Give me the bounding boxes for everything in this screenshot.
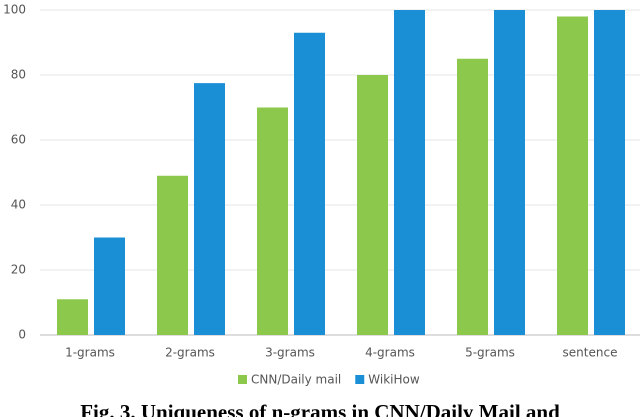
x-tick-label: 5-grams	[465, 346, 515, 360]
bar	[394, 10, 425, 335]
bar	[494, 10, 525, 335]
bar	[557, 16, 588, 335]
x-tick-label: 3-grams	[265, 346, 315, 360]
legend-label: WikiHow	[368, 373, 420, 387]
y-tick-label: 0	[18, 328, 26, 342]
x-tick-label: sentence	[563, 346, 618, 360]
legend-label: CNN/Daily mail	[251, 373, 341, 387]
bar	[57, 299, 88, 335]
bar	[457, 58, 488, 335]
x-tick-label: 4-grams	[365, 346, 415, 360]
bar	[357, 75, 388, 335]
legend-swatch	[238, 375, 247, 384]
bar	[294, 32, 325, 335]
bar	[257, 107, 288, 335]
y-tick-label: 20	[11, 263, 26, 277]
y-tick-label: 60	[11, 133, 26, 147]
legend-swatch	[355, 375, 365, 384]
y-tick-label: 80	[11, 68, 26, 82]
caption: Fig. 3. Uniqueness of n-grams in CNN/Dai…	[80, 400, 560, 417]
y-tick-label: 100	[3, 3, 26, 17]
bar	[194, 83, 225, 335]
y-tick-label: 40	[11, 198, 26, 212]
bar	[594, 10, 625, 335]
x-tick-label: 1-grams	[65, 346, 115, 360]
bar	[157, 175, 188, 335]
x-tick-label: 2-grams	[165, 346, 215, 360]
bar	[94, 237, 125, 335]
